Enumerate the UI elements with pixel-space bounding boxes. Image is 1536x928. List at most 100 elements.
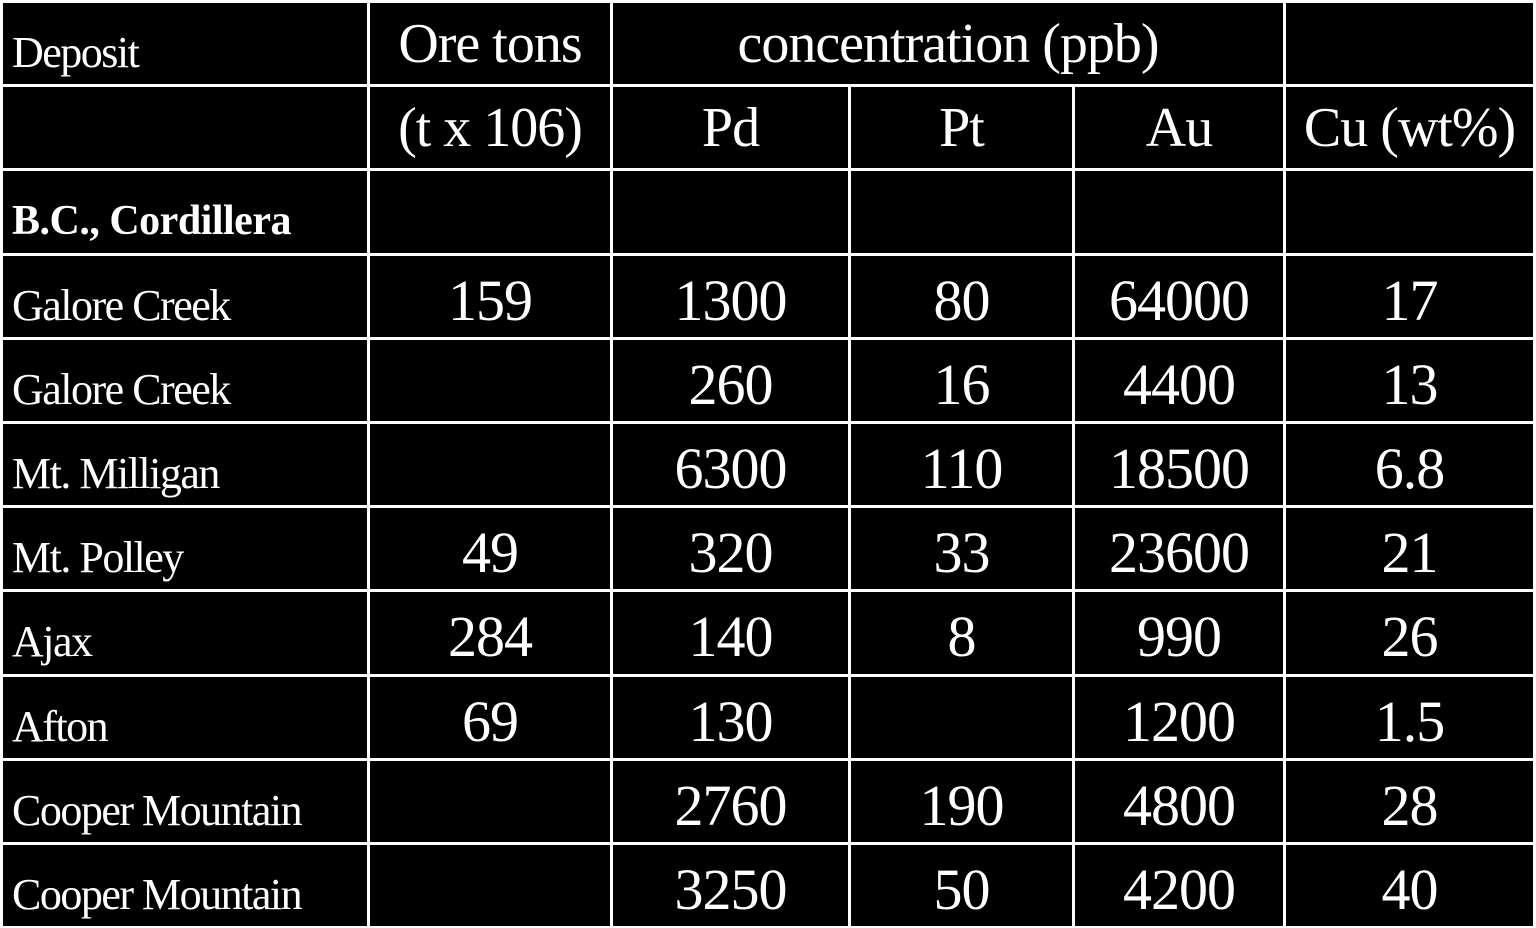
value-cell xyxy=(851,676,1072,758)
cell-text: 159 xyxy=(448,267,533,333)
value-cell: 1.5 xyxy=(1286,676,1533,758)
header-cell xyxy=(3,87,367,169)
value-cell: 6.8 xyxy=(1286,424,1533,506)
cell-text: 26 xyxy=(1381,604,1439,670)
value-cell: 21 xyxy=(1286,508,1533,590)
cell-text: 6.8 xyxy=(1374,436,1445,502)
header-cell: concentration (ppb) xyxy=(613,3,1283,85)
empty-cell xyxy=(851,171,1072,253)
value-cell: 320 xyxy=(613,508,848,590)
cell-text: Ore tons xyxy=(398,12,582,75)
cell-text: 40 xyxy=(1381,857,1439,923)
cell-text: Au xyxy=(1145,96,1213,159)
header-cell xyxy=(1286,3,1533,85)
cell-text: concentration (ppb) xyxy=(737,12,1159,75)
deposit-name: Mt. Milligan xyxy=(3,424,367,506)
empty-cell xyxy=(1286,171,1533,253)
value-cell: 190 xyxy=(851,760,1072,842)
value-cell: 110 xyxy=(851,424,1072,506)
deposit-name: Cooper Mountain xyxy=(3,760,367,842)
cell-text: Cooper Mountain xyxy=(12,870,303,920)
value-cell: 16 xyxy=(851,339,1072,421)
cell-text: 23600 xyxy=(1109,520,1250,586)
cell-text: 49 xyxy=(462,520,519,586)
value-cell xyxy=(370,760,610,842)
cell-text: 4200 xyxy=(1123,857,1236,923)
cell-text: Galore Creek xyxy=(12,280,231,330)
cell-text: 18500 xyxy=(1109,436,1250,502)
value-cell: 17 xyxy=(1286,255,1533,337)
deposit-name: Mt. Polley xyxy=(3,508,367,590)
value-cell: 284 xyxy=(370,592,610,674)
value-cell: 4400 xyxy=(1075,339,1283,421)
cell-text: Afton xyxy=(12,701,109,751)
empty-cell xyxy=(1075,171,1283,253)
value-cell: 990 xyxy=(1075,592,1283,674)
value-cell: 18500 xyxy=(1075,424,1283,506)
header-cell: Au xyxy=(1075,87,1283,169)
deposit-name: Ajax xyxy=(3,592,367,674)
value-cell: 28 xyxy=(1286,760,1533,842)
cell-text: 8 xyxy=(947,604,977,670)
cell-text: Ajax xyxy=(12,617,93,667)
value-cell: 13 xyxy=(1286,339,1533,421)
cell-text: 140 xyxy=(688,604,774,670)
empty-cell xyxy=(370,171,610,253)
cell-text: 1200 xyxy=(1123,688,1236,754)
value-cell: 26 xyxy=(1286,592,1533,674)
value-cell: 2760 xyxy=(613,760,848,842)
cell-text: 284 xyxy=(448,604,533,670)
cell-text: 50 xyxy=(933,857,991,923)
cell-text: 69 xyxy=(462,688,519,754)
value-cell: 159 xyxy=(370,255,610,337)
cell-text: 320 xyxy=(688,520,774,586)
cell-text: Mt. Polley xyxy=(12,533,184,583)
value-cell: 130 xyxy=(613,676,848,758)
value-cell: 64000 xyxy=(1075,255,1283,337)
deposit-name: Afton xyxy=(3,676,367,758)
cell-text: 28 xyxy=(1381,772,1439,838)
header-cell: Ore tons xyxy=(370,3,610,85)
cell-text: 64000 xyxy=(1109,267,1250,333)
cell-text: Deposit xyxy=(12,28,140,78)
cell-text: 33 xyxy=(933,520,991,586)
cell-text: 21 xyxy=(1381,520,1439,586)
cell-text: B.C., Cordillera xyxy=(12,197,291,244)
value-cell: 8 xyxy=(851,592,1072,674)
cell-text: Mt. Milligan xyxy=(12,449,220,499)
header-cell: Pt xyxy=(851,87,1072,169)
value-cell: 49 xyxy=(370,508,610,590)
deposit-name: Galore Creek xyxy=(3,255,367,337)
value-cell: 4800 xyxy=(1075,760,1283,842)
value-cell: 6300 xyxy=(613,424,848,506)
cell-text: 17 xyxy=(1381,267,1439,333)
header-cell: Deposit xyxy=(3,3,367,85)
value-cell: 1300 xyxy=(613,255,848,337)
cell-text: 110 xyxy=(920,436,1004,502)
value-cell: 33 xyxy=(851,508,1072,590)
cell-text: 80 xyxy=(933,267,991,333)
cell-text: 990 xyxy=(1137,604,1222,670)
cell-text: 13 xyxy=(1381,351,1439,417)
cell-text: Galore Creek xyxy=(12,364,231,414)
cell-text: 4400 xyxy=(1123,351,1236,417)
value-cell: 3250 xyxy=(613,845,848,927)
value-cell: 69 xyxy=(370,676,610,758)
header-cell: Pd xyxy=(613,87,848,169)
value-cell: 80 xyxy=(851,255,1072,337)
cell-text: Cu (wt%) xyxy=(1303,96,1516,159)
cell-text: 1300 xyxy=(674,267,788,333)
cell-text: 2760 xyxy=(674,772,788,838)
value-cell xyxy=(370,845,610,927)
deposit-name: Cooper Mountain xyxy=(3,845,367,927)
cell-text: 6300 xyxy=(674,436,788,502)
cell-text: (t x 106) xyxy=(398,96,583,159)
deposit-name: Galore Creek xyxy=(3,339,367,421)
value-cell xyxy=(370,424,610,506)
cell-text: 130 xyxy=(688,688,774,754)
value-cell: 23600 xyxy=(1075,508,1283,590)
value-cell: 40 xyxy=(1286,845,1533,927)
cell-text: 1.5 xyxy=(1374,688,1445,754)
value-cell: 4200 xyxy=(1075,845,1283,927)
value-cell: 260 xyxy=(613,339,848,421)
